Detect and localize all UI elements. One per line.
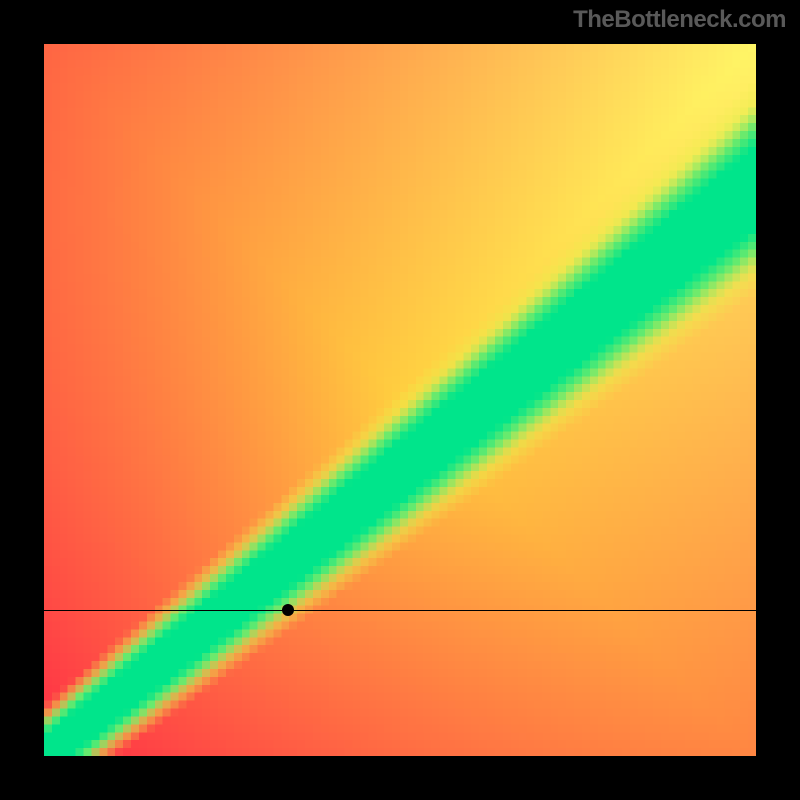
heatmap-plot bbox=[44, 44, 756, 756]
chart-frame: TheBottleneck.com bbox=[0, 0, 800, 800]
heatmap-canvas bbox=[44, 44, 756, 756]
watermark-text: TheBottleneck.com bbox=[573, 6, 786, 34]
